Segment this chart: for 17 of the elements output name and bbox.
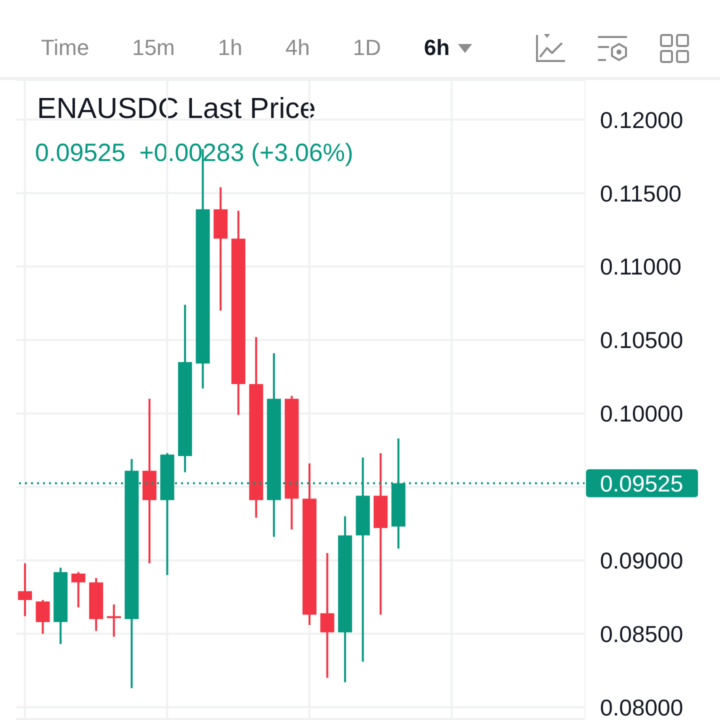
y-tick-label: 0.10500 [600,327,684,354]
y-tick-label: 0.08500 [600,620,684,647]
candlestick [106,604,121,637]
ref-line-label: 0.09525 [600,470,684,497]
text: 15m [132,34,175,62]
text: 6h [424,34,450,62]
text: 4h [285,34,310,62]
text: 1D [352,34,381,62]
y-tick-label: 0.10000 [600,400,684,427]
y-tick-label: 0.12000 [600,106,684,133]
y-tick-label: 0.11500 [600,180,682,206]
text: 1h [218,34,242,62]
y-tick-label: 0.11000 [600,254,682,280]
y-tick-label: 0.09000 [600,548,684,574]
text: Time [41,34,90,62]
text: ENAUSDC Last Price [37,93,316,126]
y-tick-label: 0.08000 [600,694,684,720]
